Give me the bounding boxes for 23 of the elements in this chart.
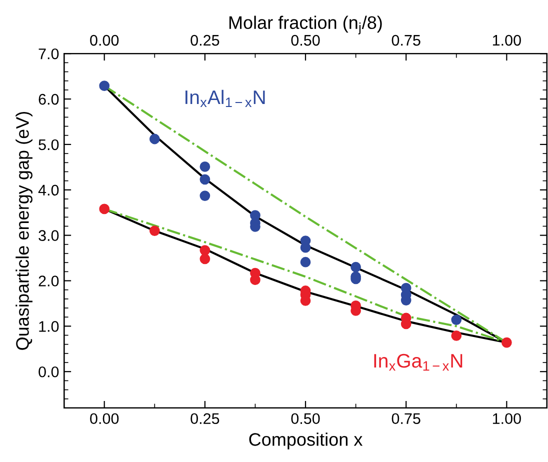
y-tick-label: 2.0	[38, 276, 59, 286]
x-tick-label: 0.50	[291, 413, 320, 424]
y-tick-label: 0.0	[38, 366, 59, 378]
y-axis-title: Quasiparticle energy gap (eV)	[16, 112, 32, 350]
x2-tick-label: 0.00	[90, 34, 119, 46]
y-tick-label: 5.0	[38, 139, 59, 150]
x2-tick-label: 0.25	[190, 34, 220, 46]
series-label: In$_{x}$Ga$_{1−x}$N	[374, 354, 462, 371]
y-tick-label: 6.0	[38, 94, 59, 105]
y-tick-label: 4.0	[38, 184, 59, 196]
x2-tick-label: 0.75	[392, 34, 420, 46]
x2-tick-label: 1.00	[492, 34, 521, 46]
x-tick-label: 1.00	[492, 413, 521, 424]
x-tick-label: 0.25	[190, 413, 220, 424]
y-tick-label: 3.0	[38, 230, 59, 241]
y-tick-label: 1.0	[39, 321, 59, 332]
x-axis-title: Composition x	[249, 432, 363, 450]
x-tick-label: 0.00	[90, 413, 119, 424]
text: In$_{x}$Al$_{1−x}$N	[186, 90, 265, 108]
x2-axis-title: Molar fraction (n$_{j}$/8)	[229, 16, 382, 34]
x-tick-label: 0.75	[392, 413, 420, 424]
x2-tick-label: 0.50	[291, 34, 320, 46]
y-tick-label: 7.0	[38, 48, 59, 60]
